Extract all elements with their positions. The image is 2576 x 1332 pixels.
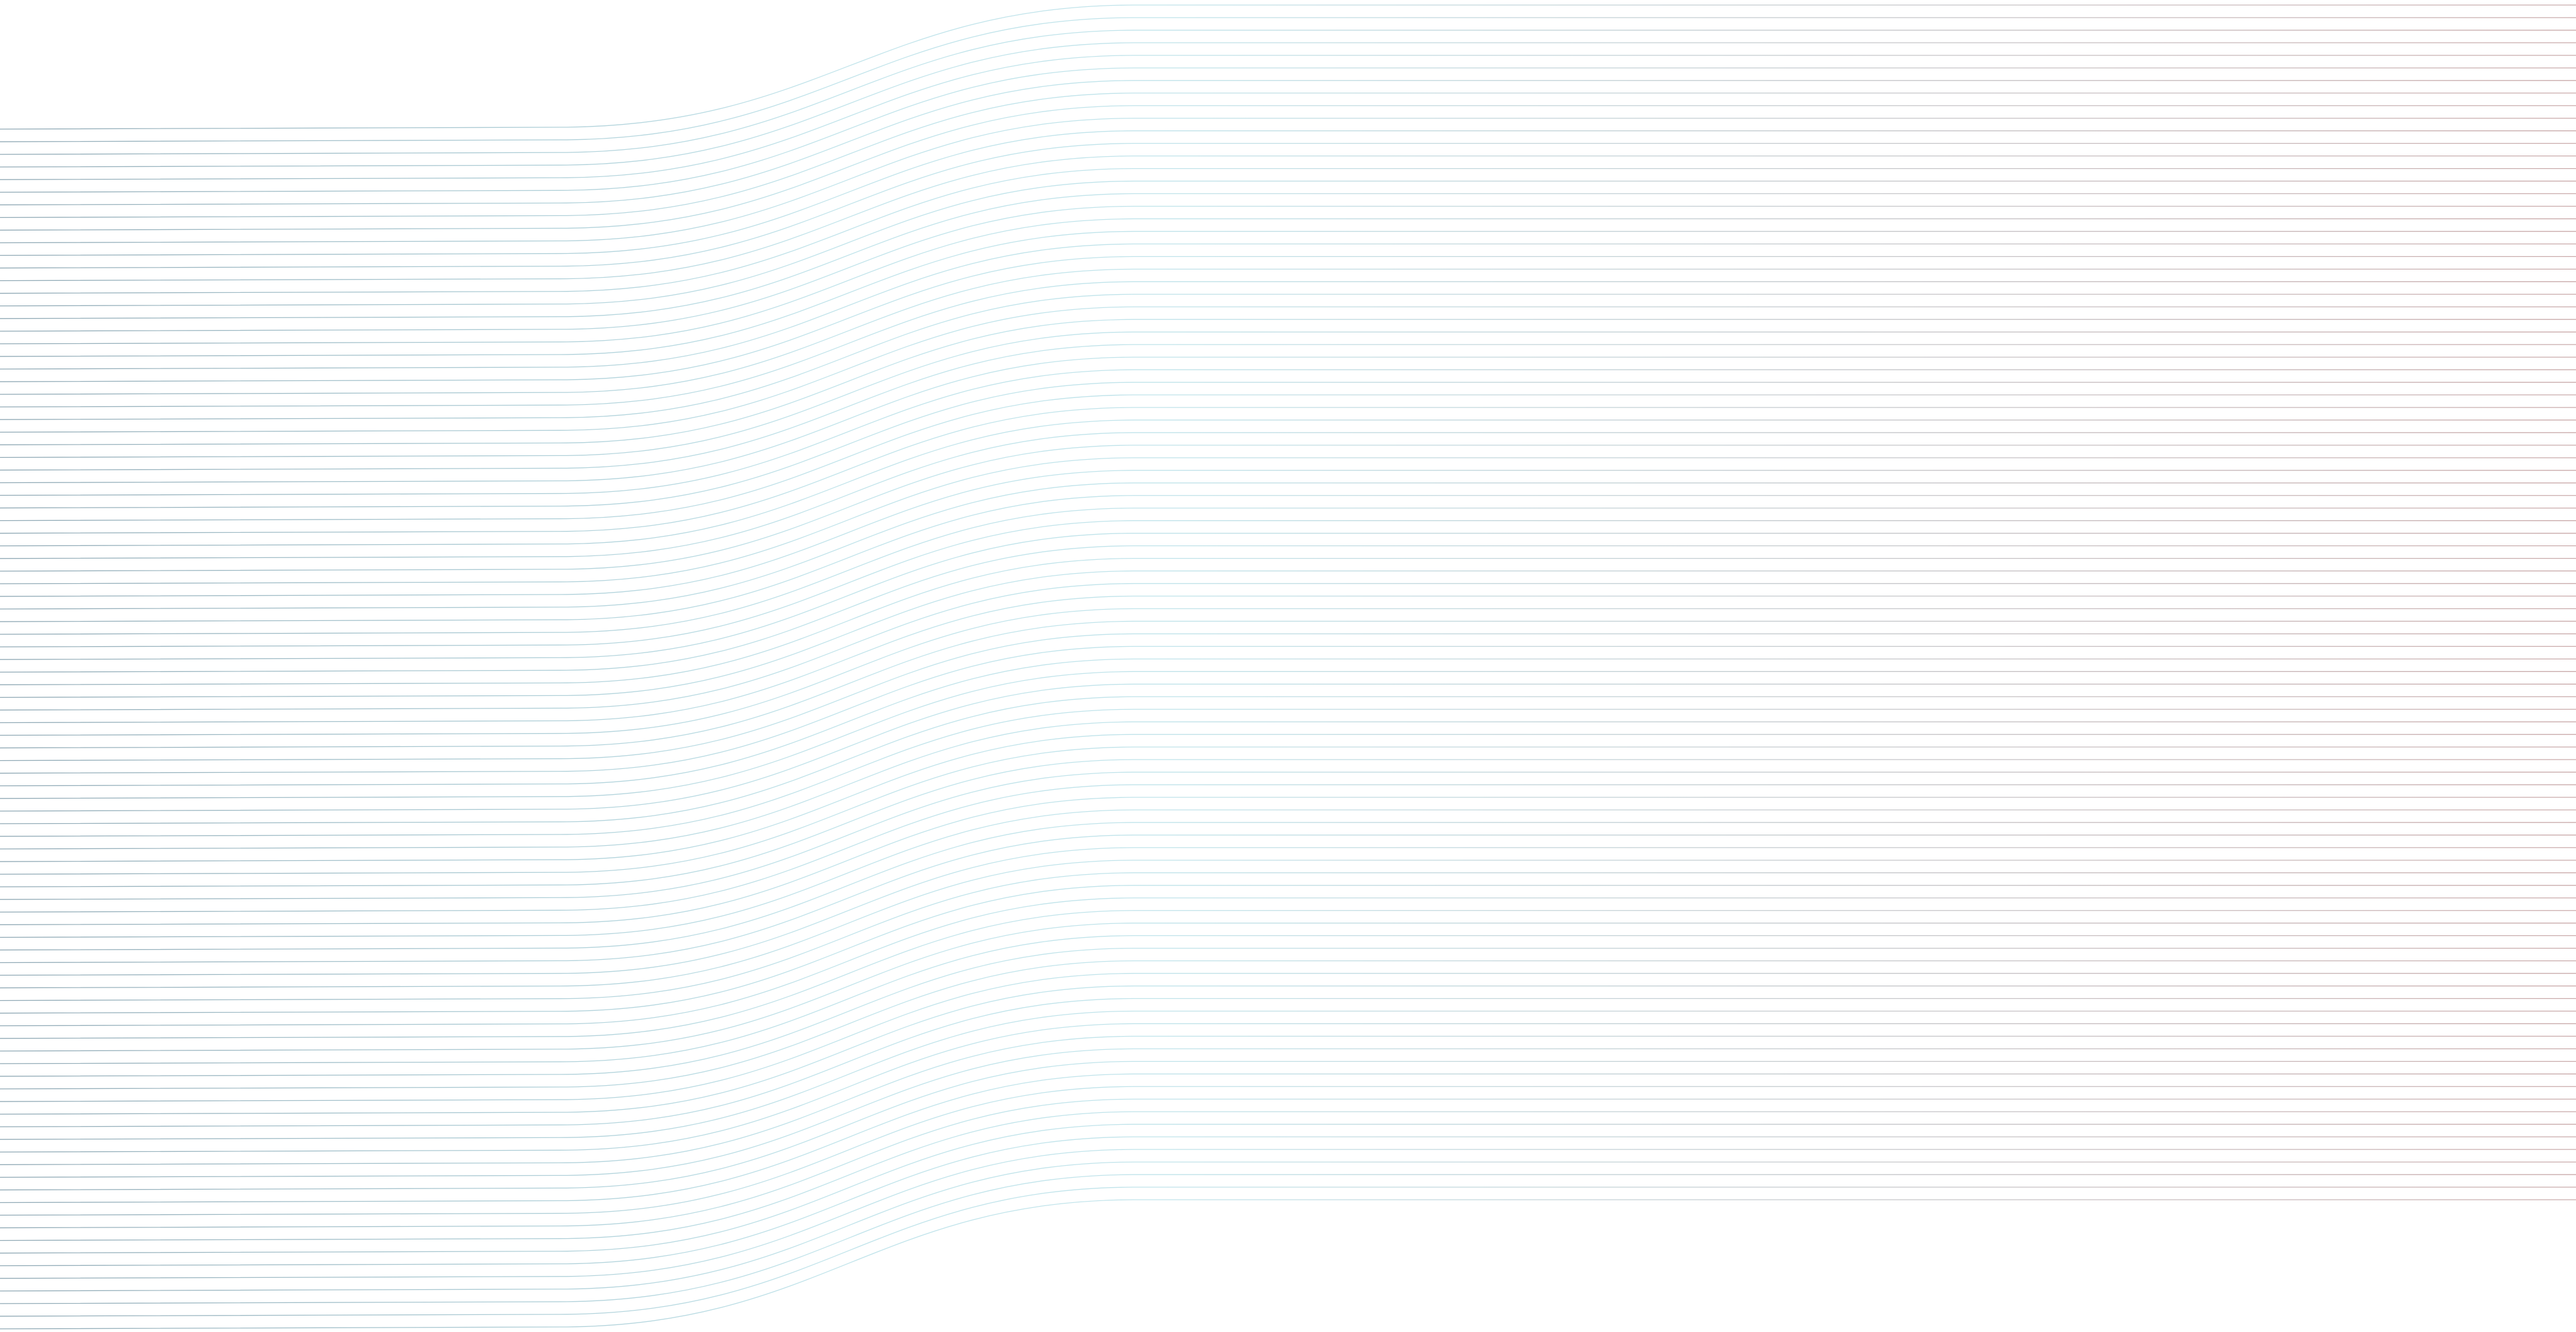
flow-line: [0, 822, 2576, 951]
flow-line: [0, 759, 2576, 887]
flow-line: [0, 470, 2576, 597]
flow-line: [0, 809, 2576, 938]
flow-line: [0, 1086, 2576, 1216]
flow-line: [0, 771, 2576, 900]
flow-line: [0, 432, 2576, 559]
flow-line: [0, 784, 2576, 913]
flow-line: [0, 608, 2576, 736]
flow-line: [0, 834, 2576, 964]
flow-line: [0, 143, 2576, 269]
flow-line: [0, 545, 2576, 673]
flow-line: [0, 4, 2576, 130]
flow-line: [0, 1187, 2576, 1317]
flow-line: [0, 93, 2576, 219]
flow-line: [0, 658, 2576, 787]
flow-line: [0, 885, 2576, 1014]
flow-line: [0, 1010, 2576, 1140]
flow-line: [0, 570, 2576, 698]
flow-line: [0, 557, 2576, 685]
flow-line: [0, 533, 2576, 660]
flow-line: [0, 193, 2576, 319]
flow-line: [0, 633, 2576, 761]
flow-line: [0, 30, 2576, 155]
flow-line: [0, 256, 2576, 382]
flow-line: [0, 972, 2576, 1102]
flow-line: [0, 646, 2576, 774]
flow-line: [0, 168, 2576, 294]
flow-line: [0, 17, 2576, 142]
flow-line: [0, 1098, 2576, 1229]
flow-line: [0, 923, 2576, 1052]
flow-line: [0, 80, 2576, 205]
flow-line: [0, 1161, 2576, 1292]
flow-line: [0, 734, 2576, 862]
flow-line: [0, 847, 2576, 976]
flow-line: [0, 872, 2576, 1001]
flow-line: [0, 620, 2576, 749]
flow-line: [0, 1048, 2576, 1178]
flow-line: [0, 55, 2576, 180]
flow-line: [0, 281, 2576, 407]
flow-line: [0, 356, 2576, 484]
flow-line: [0, 457, 2576, 584]
flow-line: [0, 721, 2576, 850]
flow-line: [0, 797, 2576, 925]
flow-line: [0, 671, 2576, 799]
flow-line: [0, 1199, 2576, 1329]
flow-line: [0, 382, 2576, 509]
flow-line: [0, 495, 2576, 622]
flow-line: [0, 369, 2576, 496]
flow-line: [0, 696, 2576, 824]
flow-line: [0, 218, 2576, 344]
flow-line: [0, 243, 2576, 370]
flow-line: [0, 394, 2576, 521]
flow-line: [0, 1061, 2576, 1191]
flow-line: [0, 331, 2576, 458]
flow-line: [0, 42, 2576, 168]
flow-line: [0, 897, 2576, 1027]
flow-line: [0, 985, 2576, 1115]
flow-line: [0, 1035, 2576, 1165]
flow-line: [0, 407, 2576, 534]
flow-line: [0, 960, 2576, 1090]
flow-line: [0, 1136, 2576, 1267]
flow-line: [0, 910, 2576, 1039]
flow-line: [0, 445, 2576, 572]
flow-line: [0, 520, 2576, 647]
flow-line: [0, 1073, 2576, 1204]
flow-line: [0, 293, 2576, 420]
flow-line: [0, 998, 2576, 1127]
flow-line: [0, 130, 2576, 256]
flow-line: [0, 595, 2576, 724]
flow-line: [0, 180, 2576, 307]
flow-line: [0, 319, 2576, 445]
flow-line: [0, 508, 2576, 635]
flow-line: [0, 419, 2576, 547]
flow-line: [0, 583, 2576, 711]
flow-line: [0, 155, 2576, 282]
flow-line: [0, 683, 2576, 812]
flow-line: [0, 344, 2576, 471]
flow-line: [0, 1111, 2576, 1241]
flow-line: [0, 67, 2576, 193]
flow-line: [0, 1149, 2576, 1279]
line-group: [0, 4, 2576, 1329]
flow-line: [0, 268, 2576, 395]
flow-line: [0, 105, 2576, 231]
flow-line: [0, 482, 2576, 610]
flow-line: [0, 947, 2576, 1077]
flow-line: [0, 1124, 2576, 1254]
flow-line: [0, 1023, 2576, 1153]
flow-line: [0, 118, 2576, 244]
flow-line: [0, 1174, 2576, 1304]
flow-line: [0, 935, 2576, 1064]
flow-line: [0, 860, 2576, 989]
flow-line: [0, 746, 2576, 875]
flow-line: [0, 306, 2576, 433]
flow-line: [0, 231, 2576, 357]
flow-line: [0, 205, 2576, 332]
flow-line: [0, 709, 2576, 837]
